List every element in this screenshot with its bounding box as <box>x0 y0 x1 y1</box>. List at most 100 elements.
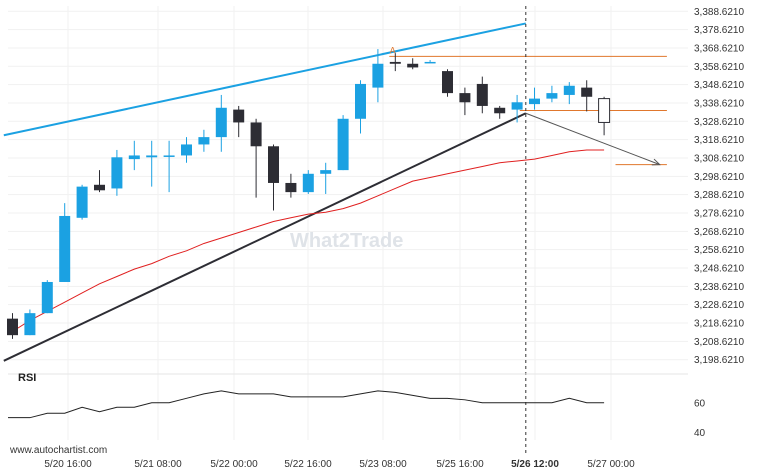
rsi-line <box>8 390 605 419</box>
candle <box>233 105 245 138</box>
price-tick-label: 3,358.6210 <box>694 62 744 73</box>
time-tick-label: 5/27 00:00 <box>587 459 635 470</box>
candle-body <box>41 281 53 314</box>
candle-body <box>546 93 558 99</box>
candle <box>563 82 575 105</box>
rsi-panel: 60 40 <box>8 373 706 439</box>
indicator-lines <box>3 22 605 362</box>
candle <box>111 149 123 196</box>
pivot-marker-label: A <box>390 45 396 55</box>
candle <box>24 309 36 336</box>
candle-body <box>24 313 36 336</box>
candle-body <box>128 155 140 160</box>
candle <box>337 115 349 171</box>
candle <box>76 184 88 220</box>
price-tick-label: 3,348.6210 <box>694 80 744 91</box>
candle-body <box>181 144 192 156</box>
time-tick-label: 5/20 16:00 <box>44 459 92 470</box>
candle <box>181 137 192 163</box>
candle <box>146 140 158 187</box>
footer-url[interactable]: www.autochartist.com <box>9 445 107 456</box>
price-tick-label: 3,258.6210 <box>694 245 744 256</box>
candle <box>163 140 175 193</box>
price-tick-label: 3,378.6210 <box>694 25 744 36</box>
grid <box>8 6 688 440</box>
price-tick-label: 3,208.6210 <box>694 337 744 348</box>
candle-body <box>320 170 332 174</box>
candle <box>320 162 332 194</box>
candle-body <box>59 215 71 282</box>
candle-body <box>442 71 453 94</box>
pattern-overlays: A <box>390 6 661 455</box>
candle <box>389 52 401 72</box>
candle-body <box>250 122 262 147</box>
candle-body <box>111 157 123 189</box>
candle-body <box>529 98 540 105</box>
candle-body <box>598 98 611 123</box>
candle-body <box>94 184 105 191</box>
price-tick-label: 3,328.6210 <box>694 117 744 128</box>
candle <box>59 203 71 282</box>
price-tick-label: 3,338.6210 <box>694 98 744 109</box>
candle-body <box>355 83 366 119</box>
candle <box>250 118 262 198</box>
upper-trendline <box>3 22 527 137</box>
candle <box>7 313 18 339</box>
forecast-arrow-head <box>651 158 661 166</box>
candle-body <box>476 83 488 106</box>
candle <box>459 87 471 116</box>
candle-body <box>215 107 227 138</box>
candle-body <box>302 173 314 193</box>
time-axis: 5/20 16:00 5/21 08:00 5/22 00:00 5/22 16:00… <box>44 459 635 470</box>
candle <box>494 105 506 119</box>
price-tick-label: 3,298.6210 <box>694 172 744 183</box>
candle <box>268 144 279 211</box>
candle <box>407 58 419 70</box>
candle <box>424 60 436 64</box>
candle <box>285 173 297 198</box>
candle-body <box>285 182 297 193</box>
price-axis: 3,388.6210 3,378.6210 3,368.6210 3,358.6210… <box>694 7 744 366</box>
candle <box>302 170 314 194</box>
price-tick-label: 3,388.6210 <box>694 7 744 18</box>
candle-body <box>372 63 384 88</box>
candlesticks <box>7 49 611 339</box>
candle <box>598 96 611 136</box>
candle <box>529 87 540 110</box>
rsi-label: RSI <box>18 372 36 384</box>
lower-trendline <box>3 112 527 362</box>
price-tick-label: 3,308.6210 <box>694 153 744 164</box>
candle <box>581 80 593 112</box>
time-tick-label: 5/22 16:00 <box>284 459 332 470</box>
candle <box>94 170 105 193</box>
candle-body <box>7 318 18 336</box>
candle-body <box>459 93 471 103</box>
candle-body <box>233 109 245 123</box>
candle-body <box>494 107 506 114</box>
price-tick-label: 3,198.6210 <box>694 355 744 366</box>
time-tick-label: 5/23 08:00 <box>359 459 407 470</box>
time-tick-label: 5/25 16:00 <box>436 459 484 470</box>
price-tick-label: 3,238.6210 <box>694 282 744 293</box>
candle <box>128 140 140 171</box>
forecast-arrow <box>525 112 660 166</box>
candle-body <box>337 118 349 171</box>
candle-body <box>511 102 523 110</box>
time-tick-label: 5/22 00:00 <box>210 459 258 470</box>
candle-body <box>407 63 419 68</box>
candle-body <box>563 85 575 95</box>
moving-average-line <box>12 149 605 332</box>
price-tick-label: 3,278.6210 <box>694 208 744 219</box>
candle-body <box>389 61 401 64</box>
price-tick-label: 3,228.6210 <box>694 300 744 311</box>
price-tick-label: 3,248.6210 <box>694 264 744 275</box>
price-tick-label: 3,288.6210 <box>694 190 744 201</box>
price-tick-label: 3,268.6210 <box>694 227 744 238</box>
candle-body <box>163 155 175 157</box>
watermark: What2Trade <box>290 230 403 252</box>
candle <box>215 94 227 152</box>
price-tick-label: 3,318.6210 <box>694 135 744 146</box>
candle <box>476 76 488 114</box>
candle-body <box>581 87 593 97</box>
